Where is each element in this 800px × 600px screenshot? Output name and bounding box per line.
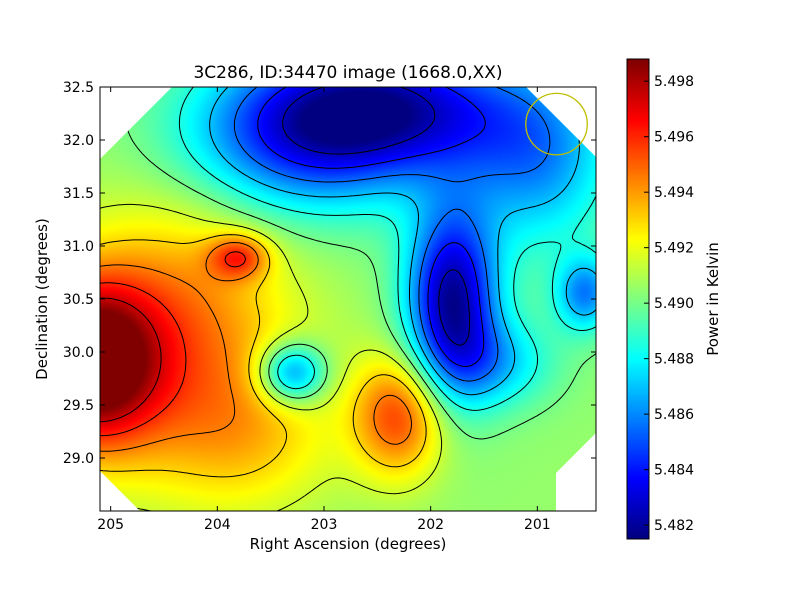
y-tick-label: 30.5 [63,292,94,308]
plot-area: 205 204 203 202 201 29.0 29.5 30.0 30.5 31.0 31.5… [63,80,597,533]
colorbar-tick-label: 5.490 [654,296,694,312]
x-tick-label: 204 [204,517,231,533]
contour-level-0 [282,87,470,346]
x-axis-ticks: 205 204 203 202 201 [97,87,551,533]
colorbar-tick-label: 5.484 [654,463,694,479]
y-tick-label: 30.0 [63,345,94,361]
y-tick-label: 32.5 [63,80,94,96]
y-tick-label: 31.5 [63,186,94,202]
x-axis-label: Right Ascension (degrees) [250,535,447,553]
contour-level-2 [233,87,551,382]
x-tick-label: 203 [311,517,338,533]
colorbar: 5.482 5.484 5.486 5.488 5.490 5.492 5.494 5.496… [626,58,694,540]
contour-level-8 [100,242,412,452]
x-tick-label: 201 [524,517,551,533]
colorbar-tick-label: 5.482 [654,518,694,534]
y-axis-ticks: 29.0 29.5 30.0 30.5 31.0 31.5 32.0 32.5 [63,80,596,467]
colorbar-ticks: 5.482 5.484 5.486 5.488 5.490 5.492 5.494 5.496… [644,74,694,534]
beam-circle [525,92,588,156]
colorbar-tick-label: 5.494 [654,185,694,201]
colorbar-tick-label: 5.492 [654,241,694,257]
chart-title: 3C286, ID:34470 image (1668.0,XX) [193,63,502,83]
contour-level-7 [100,234,427,478]
y-axis-label: Declination (degrees) [33,218,51,380]
y-tick-label: 32.0 [63,133,94,149]
contour-level-4 [178,87,596,411]
colorbar-label: Power in Kelvin [704,242,722,356]
colorbar-gradient [627,59,649,539]
contour-level-6 [100,203,443,511]
contour-level-10 [100,297,162,423]
colorbar-frame [626,58,650,540]
y-tick-label: 31.0 [63,239,94,255]
colorbar-tick-label: 5.486 [654,407,694,423]
heatmap-image [100,87,596,511]
y-tick-label: 29.0 [63,451,94,467]
colorbar-tick-label: 5.488 [654,352,694,368]
contour-level-9 [100,251,246,437]
x-tick-label: 205 [97,517,124,533]
contour-level-1 [257,87,486,367]
colorbar-tick-label: 5.498 [654,74,694,90]
x-tick-label: 202 [417,517,444,533]
colorbar-tick-label: 5.496 [654,130,694,146]
y-tick-label: 29.5 [63,398,94,414]
